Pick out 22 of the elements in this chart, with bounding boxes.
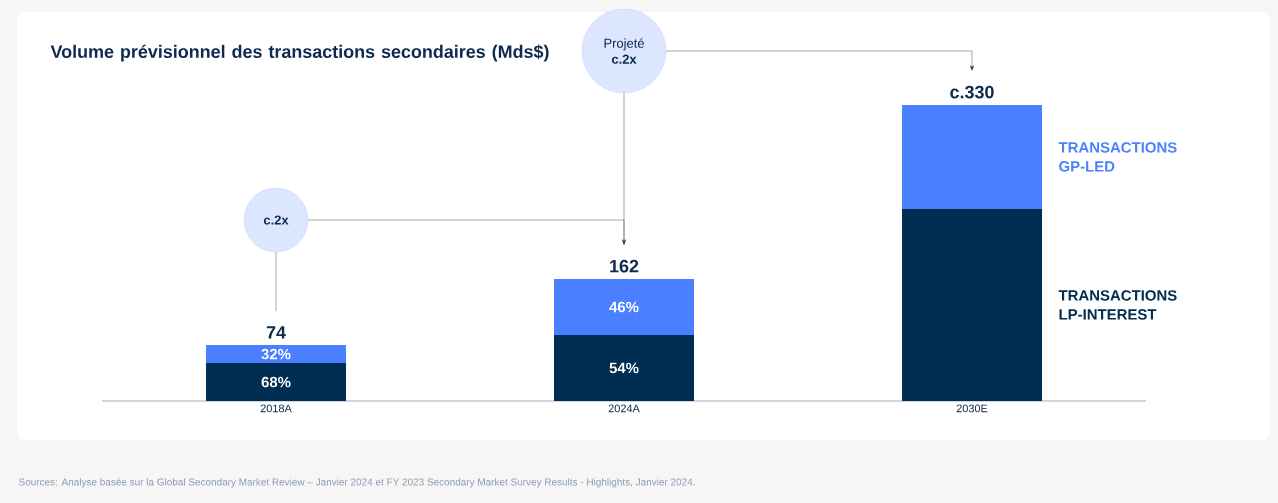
source-note: Sources: Analyse basée sur la Global Secondary Market Review – Janvier 2024 et FY 2023 Secondary Market Survey Results - Highlights, Janvier 2024. [18, 478, 695, 488]
text: c.330 [950, 85, 994, 99]
bar [554, 334, 695, 401]
x-tick-label: 2030E [956, 404, 988, 413]
chart-title: Volume prévisionnel des transactions secondaires (Mds$) [50, 44, 549, 62]
annotation: 46% [609, 301, 639, 313]
annotation: 74 [266, 326, 286, 339]
series-label: TRANSACTIONS GP-LED [1058, 142, 1177, 172]
x-tick-label: 2024A [608, 404, 640, 413]
series-label: TRANSACTIONS LP-INTEREST [1058, 290, 1177, 320]
bar [902, 208, 1043, 401]
annotation: 32% [261, 348, 291, 360]
annotation: 162 [610, 259, 639, 273]
x-tick-label: 2018A [260, 404, 292, 413]
bar [206, 363, 347, 401]
bar [902, 104, 1043, 209]
annotation: 54% [609, 362, 639, 374]
annotation: c.2x [263, 215, 289, 225]
bar [554, 279, 695, 335]
text: Projeté c.2x [604, 38, 644, 64]
bar [206, 345, 347, 364]
annotation: 68% [261, 376, 291, 388]
